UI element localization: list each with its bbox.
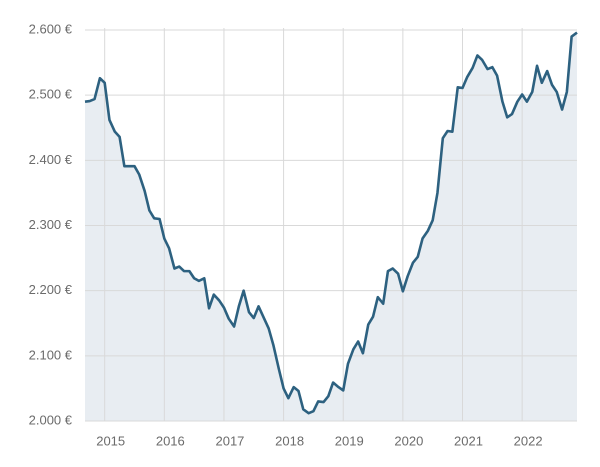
y-tick-label: 2.500 € [29, 87, 73, 102]
y-tick-label: 2.600 € [29, 21, 73, 36]
y-tick-label: 2.100 € [29, 347, 73, 362]
x-tick-label: 2016 [156, 433, 185, 448]
x-tick-label: 2017 [215, 433, 244, 448]
y-tick-label: 2.300 € [29, 217, 73, 232]
x-tick-label: 2018 [275, 433, 304, 448]
area-fill [85, 32, 577, 422]
x-tick-label: 2021 [454, 433, 483, 448]
y-tick-label: 2.200 € [29, 282, 73, 297]
y-tick-label: 2.400 € [29, 152, 73, 167]
x-tick-label: 2020 [394, 433, 423, 448]
x-tick-label: 2022 [514, 433, 543, 448]
x-tick-label: 2015 [96, 433, 125, 448]
y-tick-label: 2.000 € [29, 412, 73, 427]
x-tick-label: 2019 [335, 433, 364, 448]
line [84, 31, 578, 415]
